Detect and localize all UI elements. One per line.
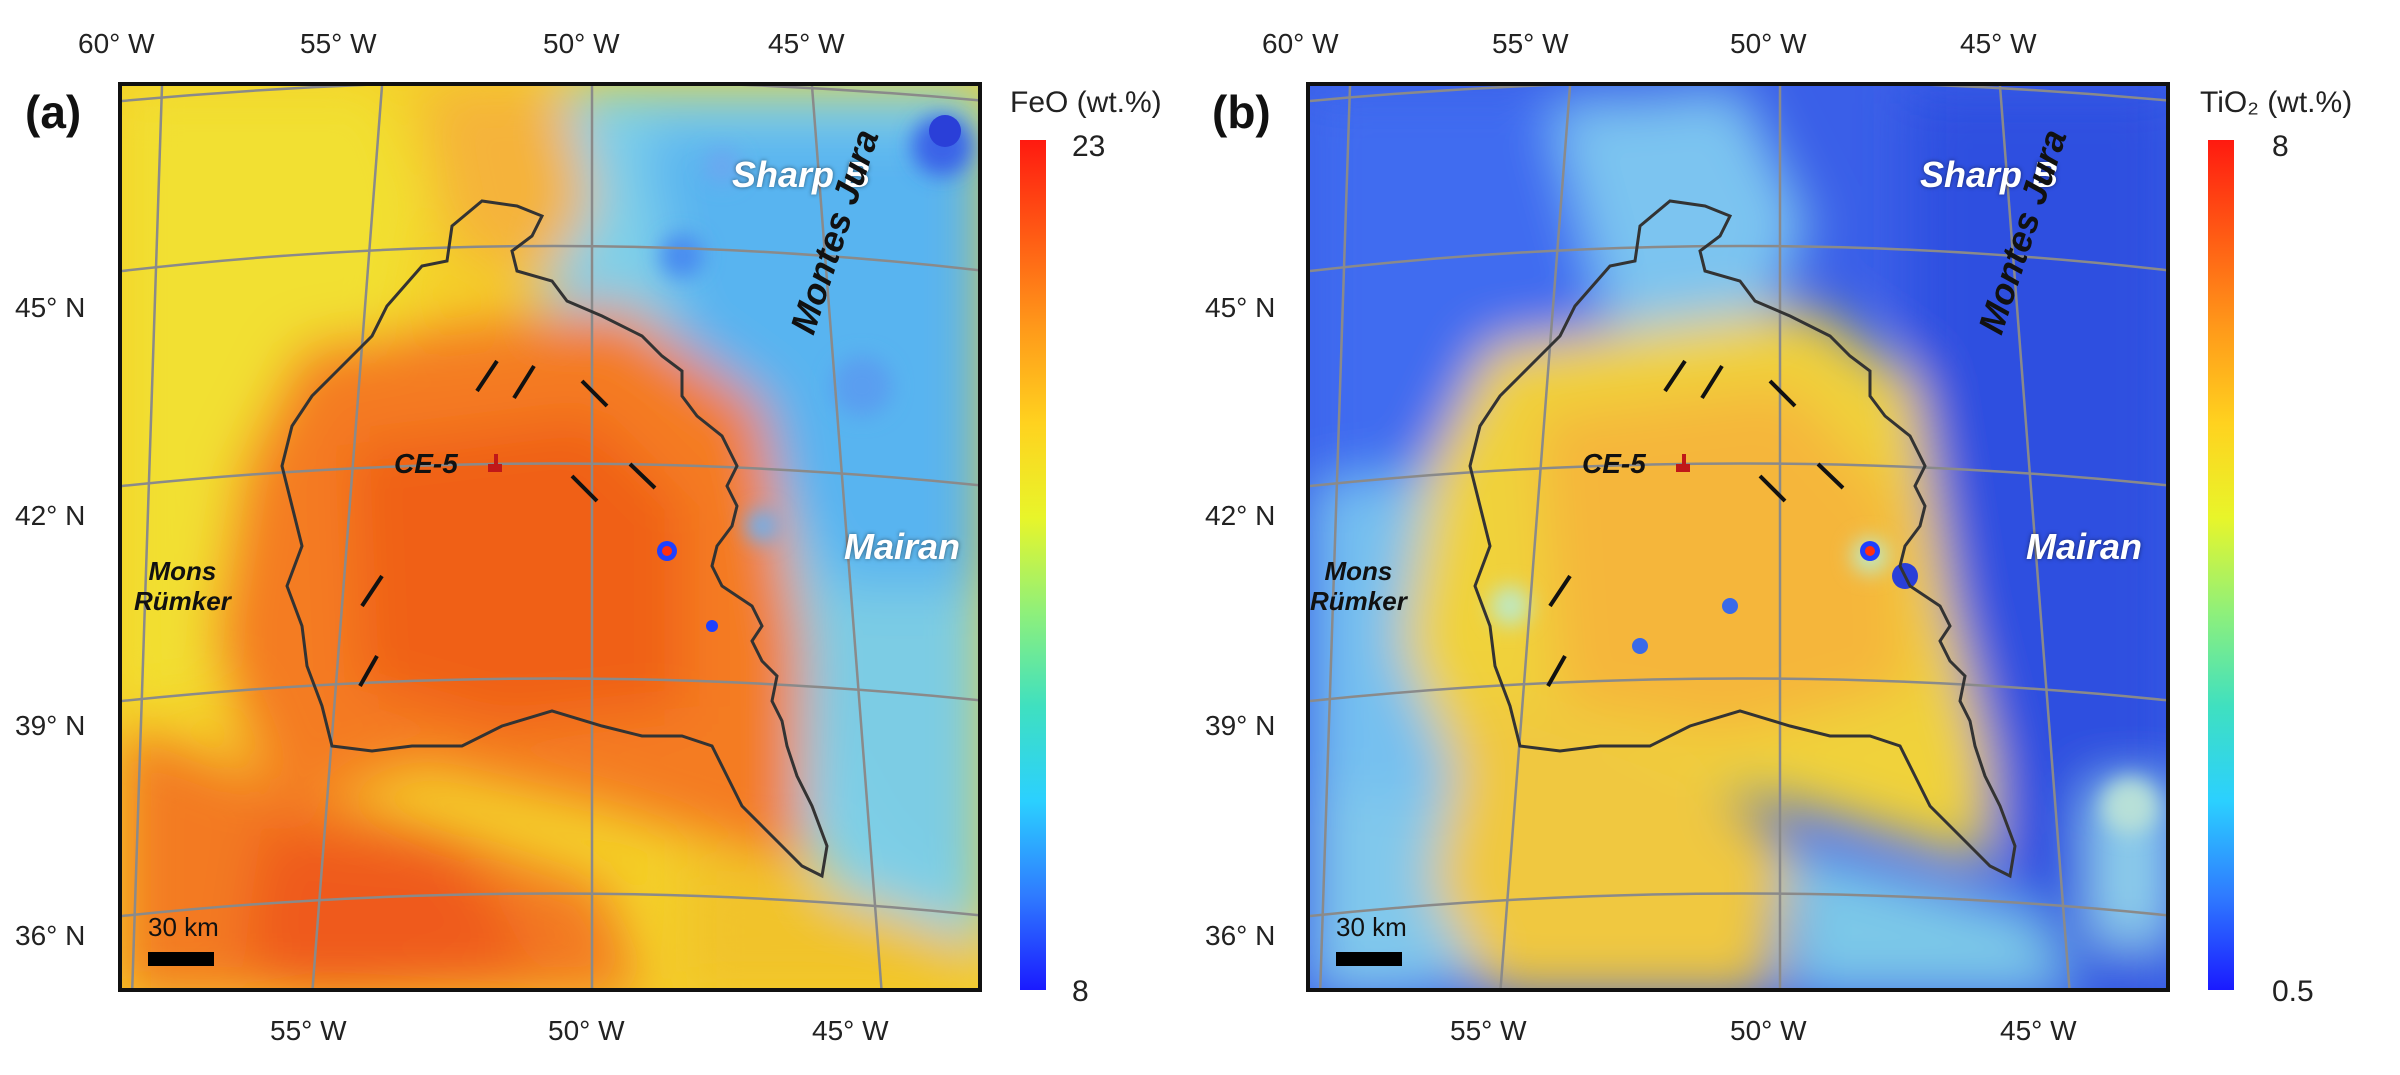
panel-label: (a) [25,86,82,138]
place-sharp-b: Sharp B [1920,154,2059,195]
bottom-lon-label: 50° W [548,1015,625,1046]
place-mons-rumker-line-1: Mons [148,556,217,586]
top-lon-label: 55° W [300,28,377,59]
top-lon-label: 60° W [78,28,155,59]
scale-label: 30 km [1336,912,1407,942]
place-mairan: Mairan [2026,526,2143,567]
tio2-map: Sharp B Montes Jura Mairan Mons Rümker C… [1306,82,2170,992]
lat-label: 42° N [1205,500,1276,531]
top-lon-label: 50° W [1730,28,1807,59]
lat-label: 39° N [15,710,86,741]
scale-bar [148,952,214,966]
place-mons-rumker-line-1: Mons [1324,556,1393,586]
place-mons-rumker: Mons Rümker [134,556,231,616]
lat-label: 45° N [15,292,86,323]
colorbar-title: FeO (wt.%) [1010,86,1162,119]
colorbar-max: 23 [1072,130,1106,163]
bottom-lon-label: 50° W [1730,1015,1807,1046]
top-lon-label: 45° W [768,28,845,59]
top-lon-label: 45° W [1960,28,2037,59]
top-lon-label: 60° W [1262,28,1339,59]
scale-bar [1336,952,1402,966]
place-ce5: CE-5 [1582,448,1646,479]
lat-label: 36° N [1205,920,1276,951]
panel-b: (b) 60° W 55° W 50° W 45° W 45° N 42° N … [1200,0,2400,1075]
colorbar [2208,140,2234,990]
place-sharp-b: Sharp B [732,154,871,195]
lat-label: 42° N [15,500,86,531]
bottom-lon-label: 55° W [1450,1015,1527,1046]
colorbar-min: 8 [1072,975,1089,1008]
feo-map-image [122,86,978,988]
panel-a: (a) 60° W 55° W 50° W 45° W 45° N 42° N … [15,28,1162,1046]
bottom-lon-label: 55° W [270,1015,347,1046]
place-mairan: Mairan [844,526,961,567]
colorbar-min: 0.5 [2272,975,2314,1008]
lat-label: 45° N [1205,292,1276,323]
place-ce5: CE-5 [394,448,458,479]
tio2-map-image [1310,86,2166,988]
place-mons-rumker-line-2: Rümker [134,586,231,616]
colorbar-max: 8 [2272,130,2289,163]
panel-label: (b) [1212,86,1271,138]
top-lon-label: 50° W [543,28,620,59]
place-mons-rumker: Mons Rümker [1310,556,1407,616]
colorbar [1020,140,1046,990]
place-mons-rumker-line-2: Rümker [1310,586,1407,616]
lat-label: 36° N [15,920,86,951]
feo-map: Sharp B Montes Jura Mairan Mons Rümker C… [118,82,982,992]
lat-label: 39° N [1205,710,1276,741]
top-lon-label: 55° W [1492,28,1569,59]
bottom-lon-label: 45° W [2000,1015,2077,1046]
bottom-lon-label: 45° W [812,1015,889,1046]
scale-label: 30 km [148,912,219,942]
colorbar-title: TiO₂ (wt.%) [2200,86,2353,119]
